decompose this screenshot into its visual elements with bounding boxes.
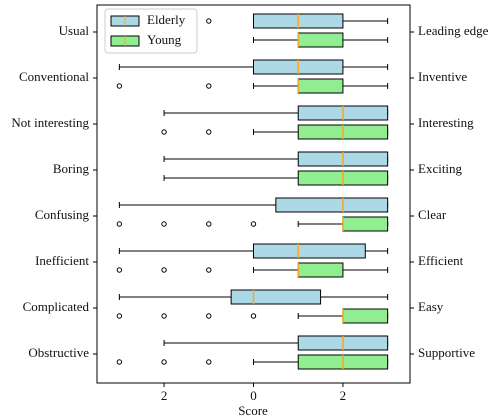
x-tick-label: 0 (250, 388, 257, 403)
flier (161, 359, 167, 365)
box (253, 243, 366, 259)
left-label: Not interesting (11, 115, 89, 130)
flier (206, 359, 212, 365)
left-label: Conventional (19, 69, 89, 84)
x-tick-label: 2 (161, 388, 168, 403)
left-label: Inefficient (35, 253, 89, 268)
right-label: Interesting (418, 115, 474, 130)
box (342, 308, 389, 324)
left-label: Boring (53, 161, 90, 176)
flier (250, 221, 257, 227)
flier (161, 313, 167, 319)
box (297, 32, 344, 48)
left-label: Obstructive (28, 345, 89, 360)
x-axis-label: Score (238, 403, 268, 418)
flier (161, 221, 167, 227)
right-label: Inventive (418, 69, 467, 84)
right-label: Exciting (418, 161, 463, 176)
flier (116, 83, 123, 89)
right-label: Supportive (418, 345, 475, 360)
flier (206, 83, 212, 89)
flier (206, 18, 212, 24)
box (342, 216, 389, 232)
legend-label: Young (147, 32, 182, 47)
box (230, 289, 322, 305)
flier (116, 267, 123, 273)
left-label: Complicated (23, 299, 90, 314)
flier (116, 313, 123, 319)
box (275, 197, 389, 213)
box (297, 262, 344, 278)
right-label: Clear (418, 207, 447, 222)
left-label: Usual (59, 23, 90, 38)
box (297, 78, 344, 94)
left-label: Confusing (35, 207, 90, 222)
flier (161, 129, 167, 135)
flier (206, 221, 212, 227)
flier (116, 359, 123, 365)
right-label: Easy (418, 299, 444, 314)
flier (250, 313, 257, 319)
flier (206, 129, 212, 135)
flier (206, 267, 212, 273)
flier (161, 267, 167, 273)
flier (206, 313, 212, 319)
right-label: Leading edge (418, 23, 489, 38)
legend-label: Elderly (147, 12, 186, 27)
right-label: Efficient (418, 253, 464, 268)
flier (116, 221, 123, 227)
x-tick-label: 2 (340, 388, 347, 403)
